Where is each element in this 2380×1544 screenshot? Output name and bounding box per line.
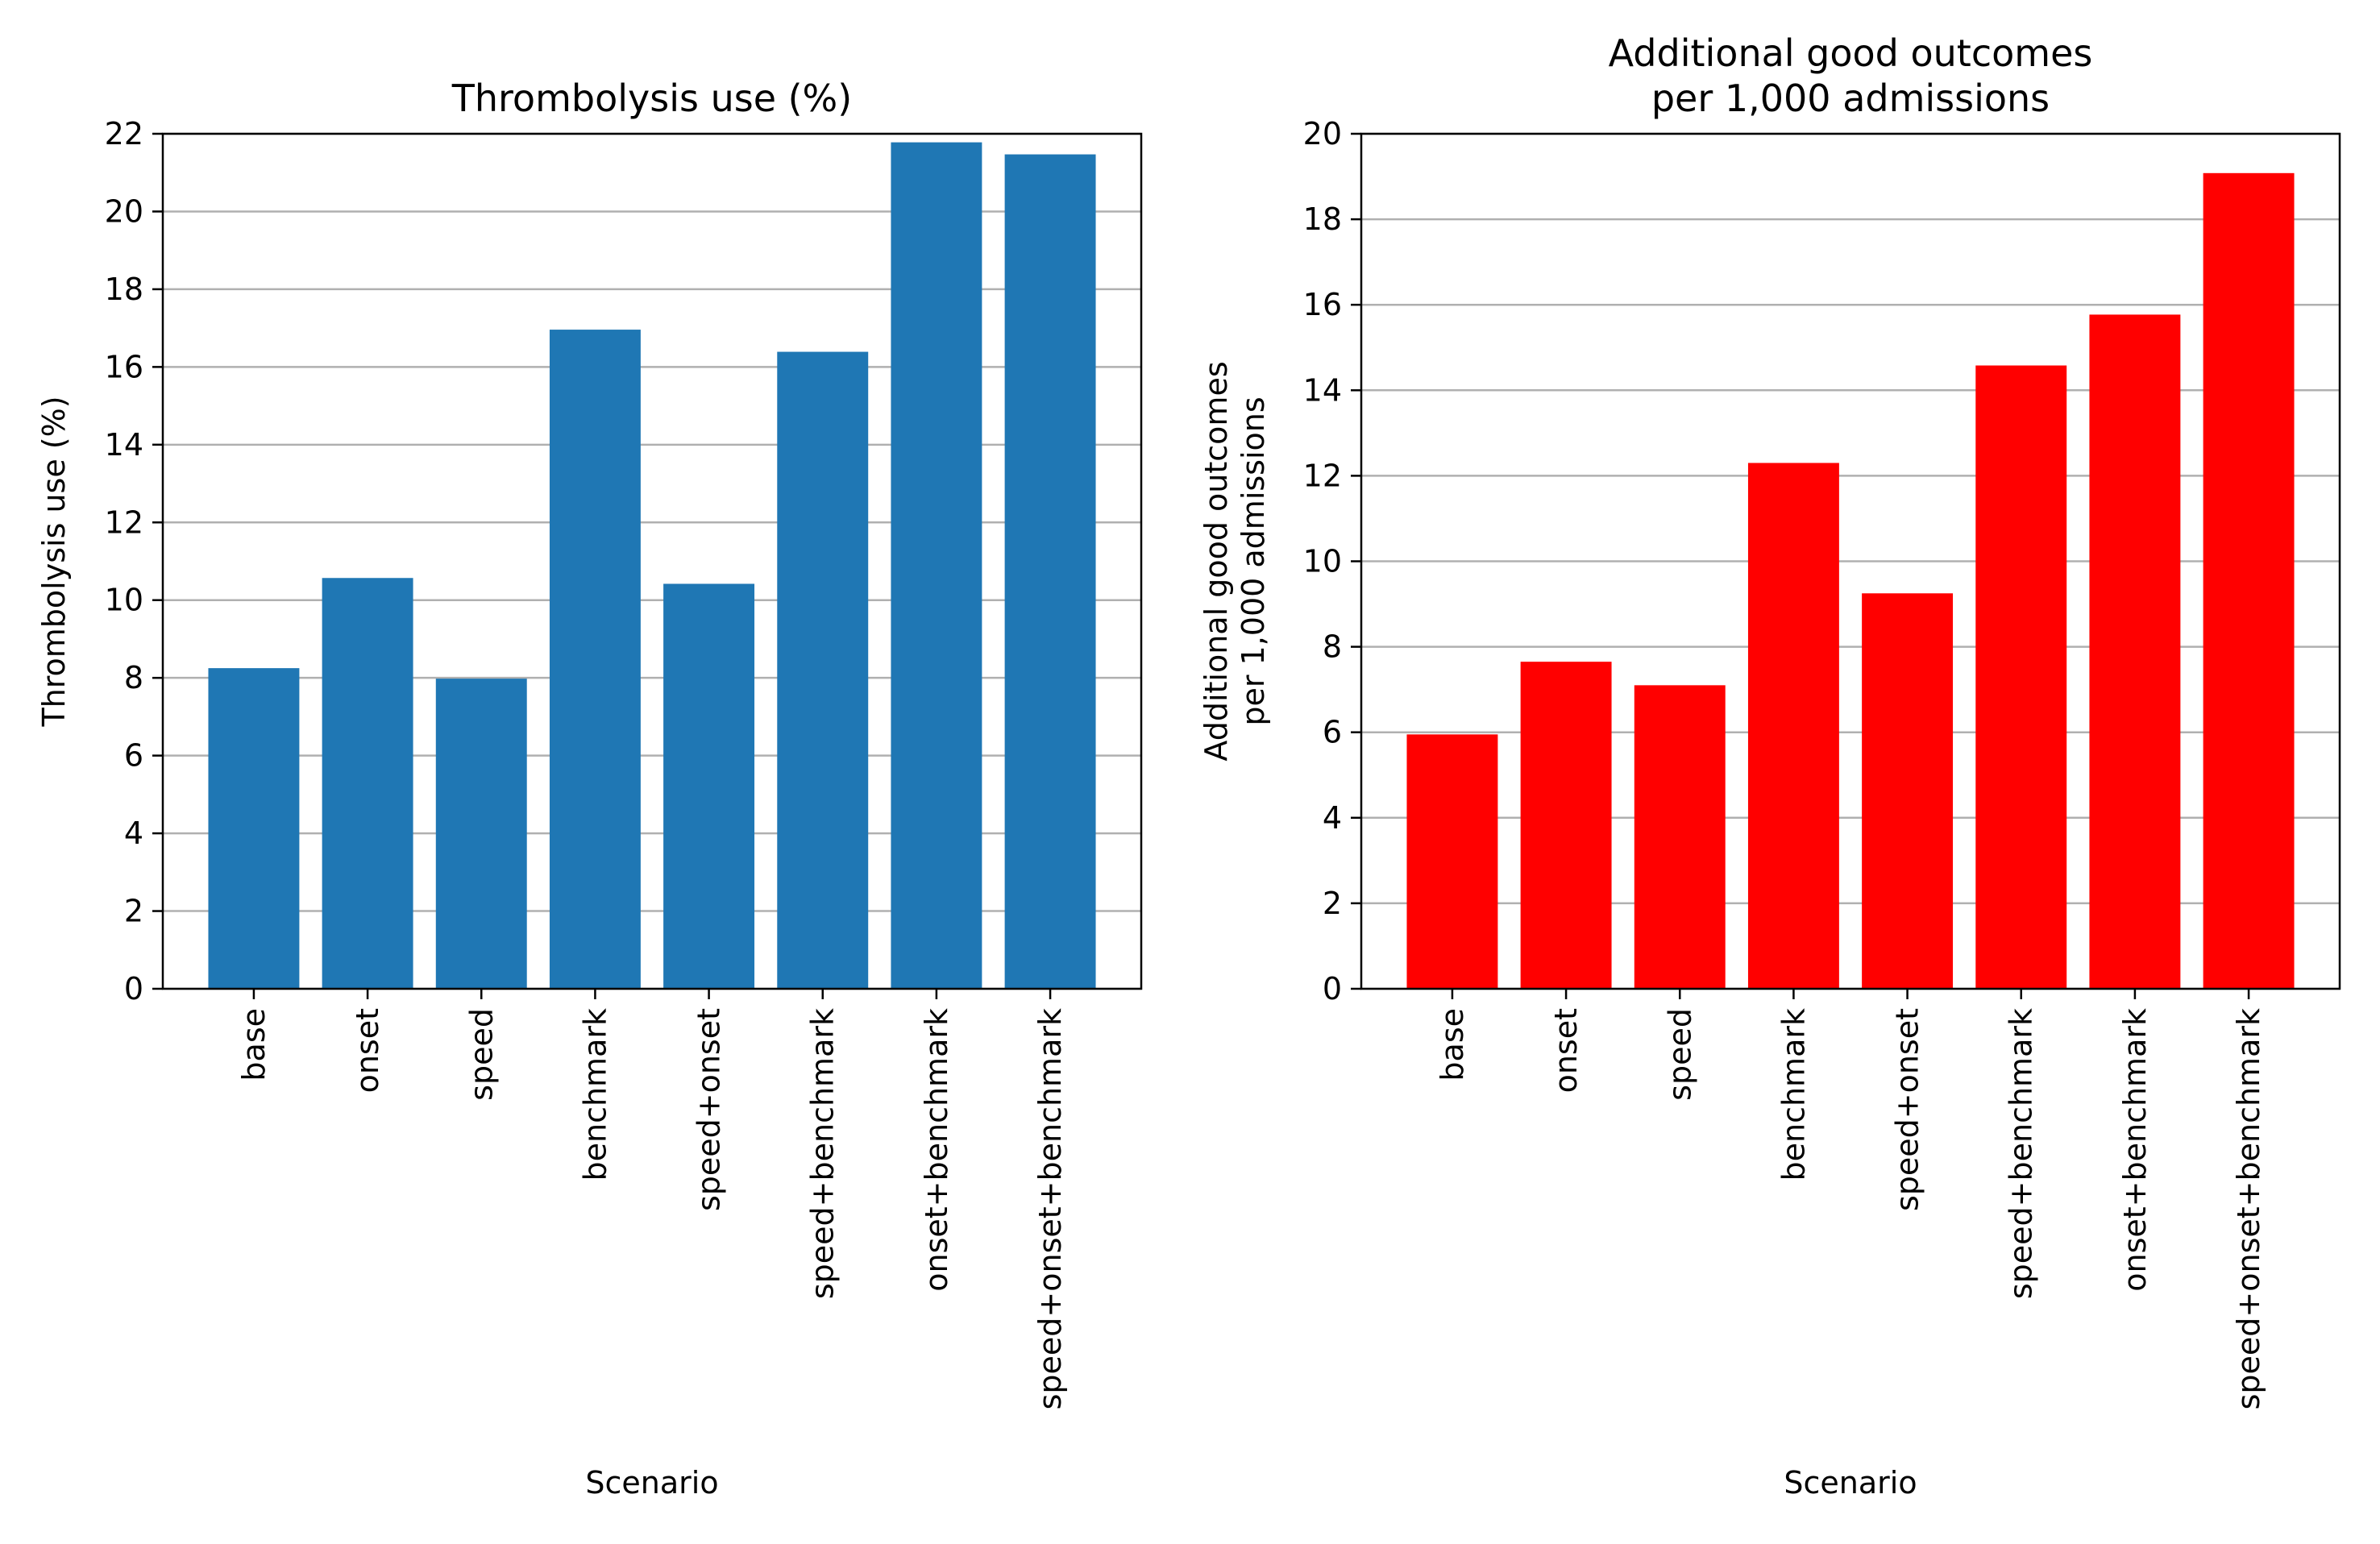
x-tick-label-onset: onset — [350, 1008, 385, 1093]
x-tick-label-onset-benchmark: onset+benchmark — [2117, 1008, 2153, 1292]
bar-speed — [1634, 685, 1726, 989]
y-tick-label-20: 20 — [1303, 116, 1342, 151]
y-axis-label-line-0: Thrombolysis use (%) — [36, 396, 72, 727]
y-tick-label-2: 2 — [124, 894, 143, 929]
x-tick-label-speed-benchmark: speed+benchmark — [805, 1008, 841, 1299]
bar-base — [208, 668, 300, 989]
bar-onset — [322, 578, 413, 989]
x-axis: base onset speed benchmark speed+onset speed+… — [1435, 989, 2266, 1409]
x-axis-label: Scenario — [585, 1465, 718, 1500]
bar-speed-onset-benchmark — [1004, 154, 1096, 990]
y-tick-label-12: 12 — [1303, 458, 1342, 493]
y-tick-label-0: 0 — [1323, 971, 1342, 1007]
bar-onset-benchmark — [891, 142, 982, 990]
bars — [1406, 172, 2295, 989]
x-tick-label-onset: onset — [1548, 1008, 1584, 1093]
bar-speed-onset — [1862, 593, 1954, 989]
x-axis-label: Scenario — [1784, 1465, 1917, 1500]
y-axis: 0 2 4 6 8 10 12 14 16 18 20 22 — [105, 116, 163, 1007]
plot-frame — [161, 132, 1143, 990]
y-tick-label-10: 10 — [105, 583, 143, 618]
bars — [208, 142, 1096, 990]
x-axis: base onset speed benchmark speed+onset speed+… — [236, 989, 1068, 1409]
y-tick-label-6: 6 — [124, 738, 143, 774]
x-tick-label-speed-benchmark: speed+benchmark — [2004, 1008, 2039, 1299]
y-tick-label-14: 14 — [105, 427, 143, 463]
y-axis-label: Additional good outcomesper 1,000 admiss… — [1198, 361, 1271, 761]
chart-title-line-0: Additional good outcomes — [1609, 31, 2093, 75]
bar-speed-benchmark — [1975, 365, 2067, 989]
y-axis: 0 2 4 6 8 10 12 14 16 18 20 — [1303, 116, 1361, 1007]
bar-speed-onset-benchmark — [2203, 172, 2295, 989]
x-tick-label-speed-onset-benchmark: speed+onset+benchmark — [1032, 1008, 1068, 1409]
y-axis-label: Thrombolysis use (%) — [36, 396, 72, 727]
x-tick-label-benchmark: benchmark — [1776, 1008, 1811, 1181]
y-tick-label-4: 4 — [1323, 800, 1342, 836]
bar-benchmark — [1747, 463, 1839, 989]
y-tick-label-14: 14 — [1303, 372, 1342, 408]
y-tick-label-4: 4 — [124, 816, 143, 851]
x-tick-label-speed-onset: speed+onset — [692, 1008, 727, 1211]
x-tick-label-speed: speed — [463, 1008, 499, 1101]
bar-speed — [435, 679, 527, 989]
x-tick-label-speed-onset: speed+onset — [1890, 1008, 1925, 1211]
bar-benchmark — [549, 330, 641, 990]
chart-title-line-0: Thrombolysis use (%) — [451, 77, 852, 120]
y-tick-label-18: 18 — [1303, 201, 1342, 237]
x-tick-label-speed-onset-benchmark: speed+onset+benchmark — [2231, 1008, 2266, 1409]
y-tick-label-0: 0 — [124, 971, 143, 1007]
bar-onset-benchmark — [2089, 314, 2181, 989]
chart-title: Additional good outcomes per 1,000 admiss… — [1609, 31, 2093, 120]
bar-speed-onset — [663, 583, 755, 989]
x-tick-label-onset-benchmark: onset+benchmark — [919, 1008, 954, 1292]
y-tick-label-16: 16 — [105, 349, 143, 384]
y-tick-label-8: 8 — [124, 660, 143, 695]
y-tick-label-6: 6 — [1323, 715, 1342, 750]
y-tick-label-8: 8 — [1323, 629, 1342, 665]
additional-good-outcomes-chart: 0 2 4 6 8 10 12 14 16 18 20 base onset speed benchmark… — [1198, 31, 2341, 1500]
gridlines — [163, 132, 1141, 990]
y-axis-label-line-0: Additional good outcomes — [1198, 361, 1234, 761]
y-tick-label-16: 16 — [1303, 287, 1342, 322]
x-tick-label-speed: speed — [1662, 1008, 1697, 1101]
gridlines — [1361, 132, 2340, 990]
y-tick-label-12: 12 — [105, 504, 143, 540]
x-tick-label-base: base — [236, 1008, 272, 1081]
chart-title-line-1: per 1,000 admissions — [1651, 77, 2050, 120]
bar-speed-benchmark — [777, 351, 869, 989]
y-tick-label-18: 18 — [105, 272, 143, 307]
bar-onset — [1520, 662, 1612, 989]
thrombolysis-use-chart: 0 2 4 6 8 10 12 14 16 18 20 22 base onset speed benchma… — [36, 77, 1143, 1500]
y-tick-label-22: 22 — [105, 116, 143, 151]
bar-base — [1406, 734, 1498, 989]
y-tick-label-2: 2 — [1323, 886, 1342, 921]
y-tick-label-20: 20 — [105, 193, 143, 229]
x-tick-label-base: base — [1435, 1008, 1470, 1081]
x-tick-label-benchmark: benchmark — [577, 1008, 613, 1181]
chart-title: Thrombolysis use (%) — [451, 77, 852, 120]
y-tick-label-10: 10 — [1303, 544, 1342, 579]
y-axis-label-line-1: per 1,000 admissions — [1236, 396, 1271, 725]
